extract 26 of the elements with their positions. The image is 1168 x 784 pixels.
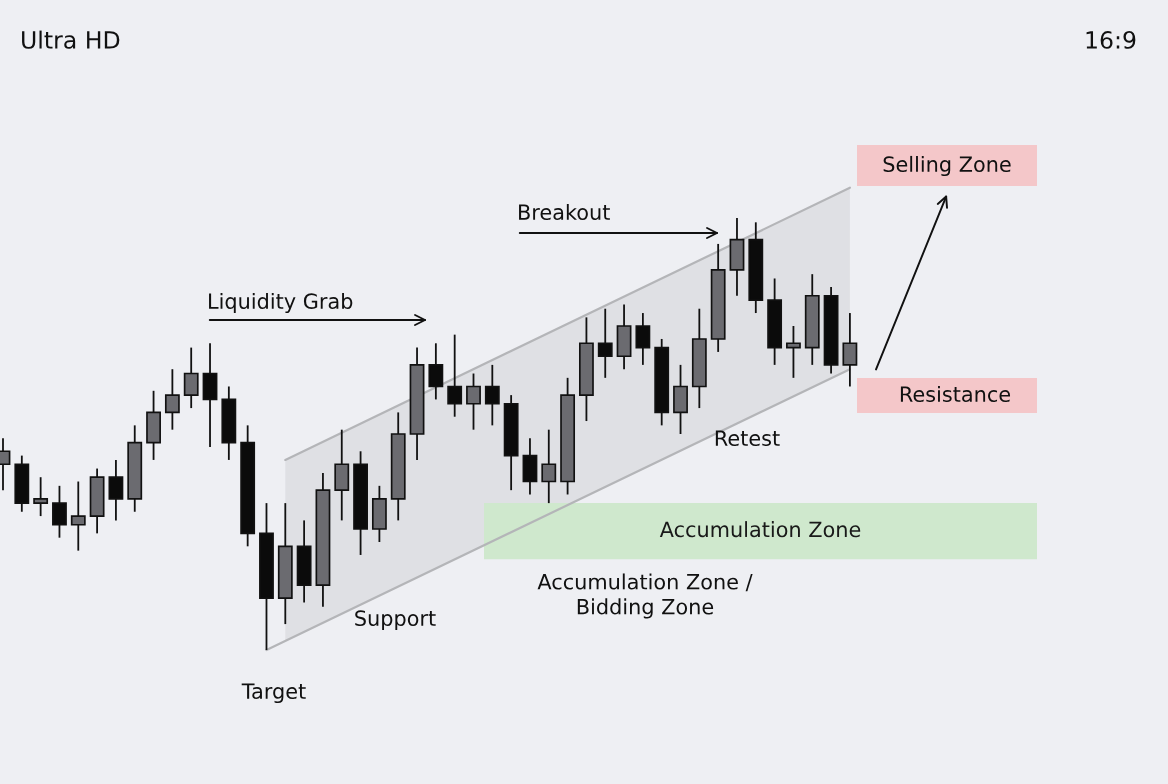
text: Resistance <box>900 385 1011 403</box>
annotation: Support <box>355 610 436 631</box>
band-label: Accumulation Zone <box>659 521 861 538</box>
annotation: Retest <box>715 430 780 447</box>
candlestick <box>466 372 481 431</box>
candlestick <box>541 428 557 505</box>
candlestick <box>447 333 463 418</box>
candlestick <box>183 346 199 409</box>
candlestick <box>52 484 67 539</box>
candlestick <box>597 307 613 379</box>
candlestick <box>70 480 86 552</box>
candlestick <box>428 342 444 401</box>
candlestick <box>842 312 858 388</box>
candlestick <box>33 476 49 517</box>
candlestick <box>108 459 124 522</box>
candlestick <box>164 368 180 431</box>
text: Ultra HD <box>22 30 120 49</box>
candlestick <box>635 312 651 366</box>
text: Target <box>241 683 306 704</box>
text: Selling Zone <box>883 155 1011 177</box>
text: 16:9 <box>1086 30 1136 49</box>
annotation: Liquidity Grab <box>209 292 353 314</box>
annotation: Accumulation Zone / Bidding Zone <box>537 573 753 619</box>
candlestick <box>484 363 500 427</box>
annotation: Breakout <box>519 203 610 221</box>
candlestick <box>786 325 801 379</box>
